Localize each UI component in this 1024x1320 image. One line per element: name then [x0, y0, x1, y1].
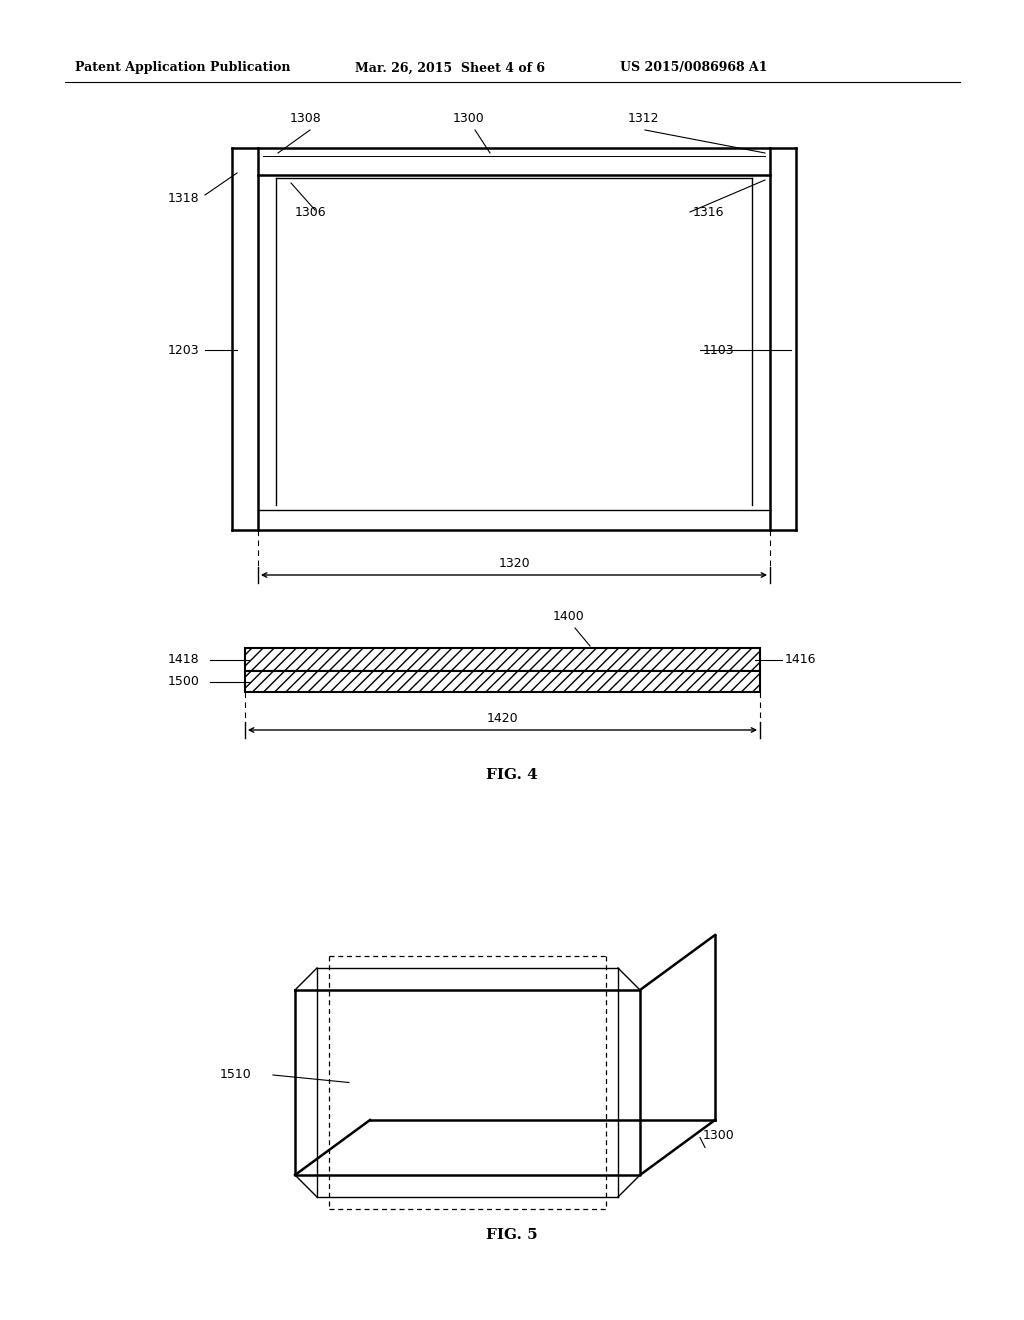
- Text: 1400: 1400: [553, 610, 585, 623]
- Text: FIG. 4: FIG. 4: [486, 768, 538, 781]
- Text: Patent Application Publication: Patent Application Publication: [75, 62, 291, 74]
- Text: 1420: 1420: [486, 711, 518, 725]
- Text: 1318: 1318: [168, 191, 200, 205]
- Text: 1308: 1308: [290, 112, 322, 125]
- Text: US 2015/0086968 A1: US 2015/0086968 A1: [620, 62, 768, 74]
- Bar: [245, 648, 760, 671]
- Text: 1510: 1510: [220, 1068, 252, 1081]
- Text: 1300: 1300: [453, 112, 484, 125]
- Text: 1320: 1320: [499, 557, 529, 570]
- Text: 1316: 1316: [693, 206, 725, 219]
- Text: Mar. 26, 2015  Sheet 4 of 6: Mar. 26, 2015 Sheet 4 of 6: [355, 62, 545, 74]
- Text: 1300: 1300: [703, 1129, 735, 1142]
- Text: 1500: 1500: [168, 675, 200, 688]
- Text: 1203: 1203: [168, 343, 200, 356]
- Text: 1418: 1418: [168, 653, 200, 667]
- Text: 1312: 1312: [628, 112, 659, 125]
- Bar: [245, 671, 760, 692]
- Text: FIG. 5: FIG. 5: [486, 1228, 538, 1242]
- Text: 1416: 1416: [785, 653, 816, 667]
- Text: 1103: 1103: [703, 343, 734, 356]
- Text: 1306: 1306: [295, 206, 327, 219]
